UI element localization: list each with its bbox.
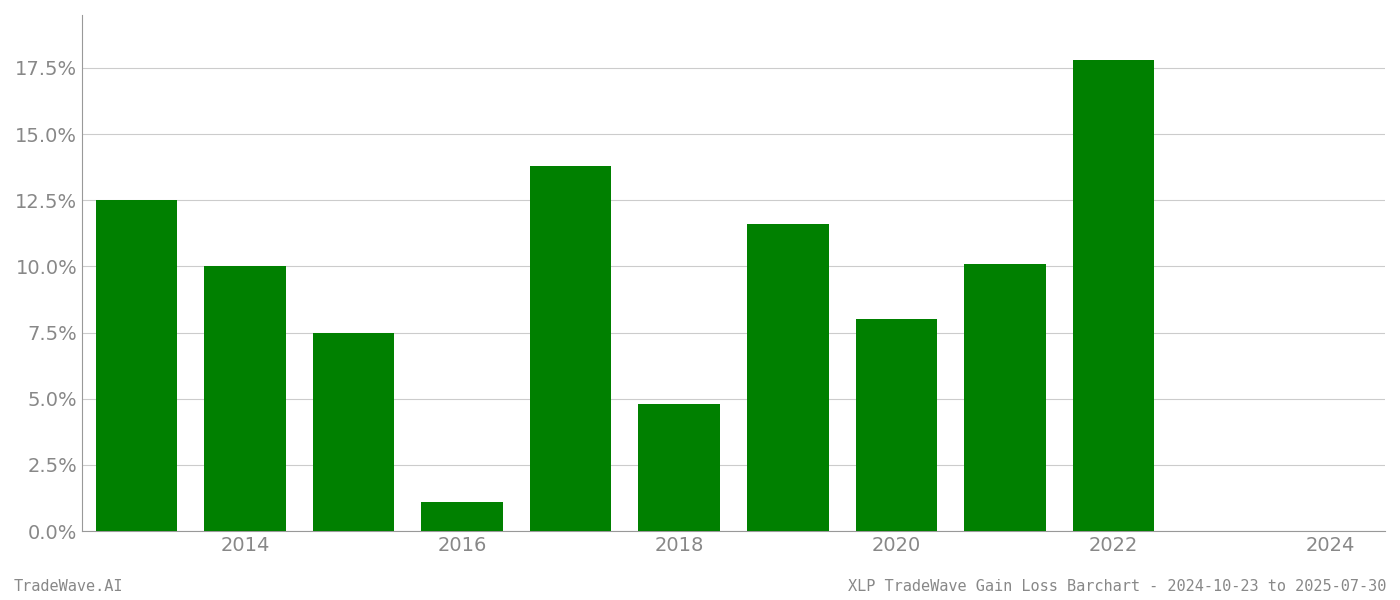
Bar xyxy=(421,502,503,531)
Bar xyxy=(204,266,286,531)
Bar xyxy=(638,404,720,531)
Bar xyxy=(855,319,937,531)
Bar xyxy=(529,166,612,531)
Bar xyxy=(95,200,176,531)
Bar xyxy=(312,332,395,531)
Bar xyxy=(1072,60,1154,531)
Text: TradeWave.AI: TradeWave.AI xyxy=(14,579,123,594)
Bar xyxy=(965,264,1046,531)
Bar xyxy=(748,224,829,531)
Text: XLP TradeWave Gain Loss Barchart - 2024-10-23 to 2025-07-30: XLP TradeWave Gain Loss Barchart - 2024-… xyxy=(847,579,1386,594)
